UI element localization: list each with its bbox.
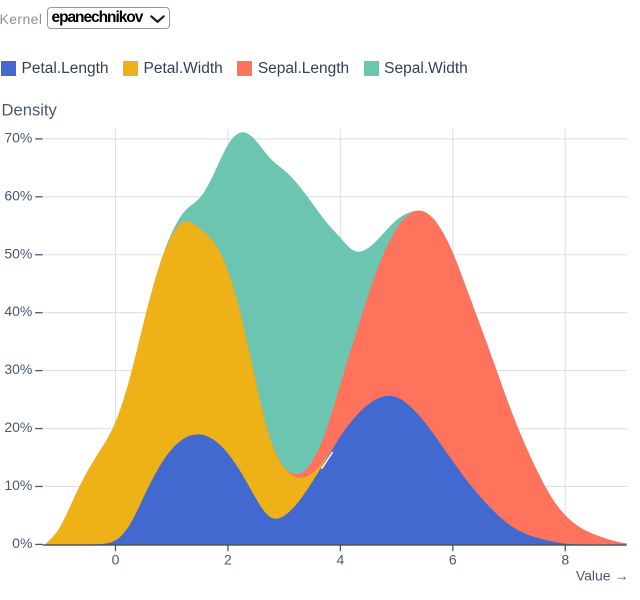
- svg-text:50%: 50%: [4, 245, 32, 261]
- svg-text:Value →: Value →: [576, 568, 629, 584]
- svg-text:Density: Density: [2, 101, 58, 120]
- svg-text:8: 8: [561, 552, 569, 568]
- svg-text:60%: 60%: [4, 187, 32, 203]
- svg-text:70%: 70%: [4, 129, 32, 145]
- svg-text:4: 4: [336, 552, 344, 568]
- svg-text:20%: 20%: [4, 419, 32, 435]
- svg-text:10%: 10%: [4, 477, 32, 493]
- svg-text:2: 2: [224, 552, 232, 568]
- svg-text:40%: 40%: [4, 303, 32, 319]
- svg-text:0: 0: [112, 552, 120, 568]
- svg-text:0%: 0%: [12, 535, 32, 551]
- svg-text:6: 6: [449, 552, 457, 568]
- svg-text:30%: 30%: [4, 361, 32, 377]
